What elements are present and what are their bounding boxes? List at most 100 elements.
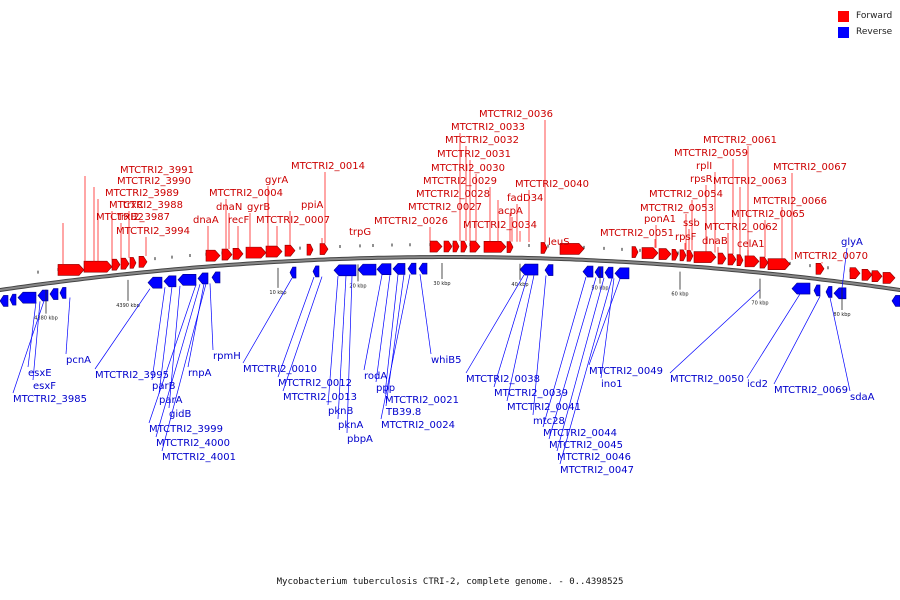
reverse-leader-line	[559, 278, 613, 465]
forward-gene-arrow	[506, 241, 514, 253]
reverse-gene-arrow	[333, 264, 357, 277]
scale-tick-label: 70 kbp	[751, 301, 768, 307]
reverse-leader-line	[385, 274, 405, 407]
reverse-leader-line	[380, 274, 411, 420]
reverse-leader-line	[773, 296, 821, 385]
scale-tick-label: 40 kbp	[511, 282, 528, 288]
reverse-leader-line	[493, 274, 529, 388]
forward-gene-label: rpsF	[675, 232, 697, 243]
forward-gene-label: MTCTRI2_3989	[105, 188, 179, 199]
reverse-leader-line	[363, 274, 383, 371]
scale-tick-label: 50 kbp	[591, 286, 608, 292]
reverse-gene-label: MTCTRI2_0050	[670, 374, 744, 385]
forward-gene-arrow	[57, 264, 85, 276]
reverse-leader-line	[465, 274, 525, 374]
reverse-gene-arrow	[197, 272, 209, 285]
reverse-leader-line	[829, 297, 851, 392]
reverse-leader-line	[669, 289, 761, 374]
reverse-gene-label: pknB	[328, 406, 353, 417]
reverse-gene-label: rodA	[364, 371, 387, 382]
forward-gene-arrow	[540, 242, 548, 254]
forward-gene-label: MTCTRI2_0040	[515, 179, 589, 190]
legend: Forward Reverse	[838, 8, 900, 40]
reverse-gene-label: pcnA	[66, 355, 91, 366]
reverse-gene-arrow	[0, 295, 9, 307]
forward-gene-label: MTCTRI2_3987	[96, 212, 170, 223]
reverse-leader-line	[746, 293, 801, 379]
forward-gene-arrow	[443, 240, 453, 253]
forward-gene-label: MTCTRI2_0004	[209, 188, 283, 199]
reverse-leader-line	[346, 275, 353, 434]
reverse-gene-label: MTCTRI2_0024	[381, 420, 455, 431]
forward-gene-label: MTCTRI2_0061	[703, 135, 777, 146]
forward-gene-label: rplI	[696, 161, 712, 172]
forward-gene-arrow	[120, 257, 130, 270]
forward-gene-label: MTCTRI2_0032	[445, 135, 519, 146]
scale-tick-label: 80 kbp	[833, 312, 850, 318]
reverse-leader-line	[187, 283, 205, 368]
forward-gene-label: dnaB	[702, 236, 728, 247]
scale-tick-label: 20 kbp	[349, 283, 366, 289]
reverse-gene-label: sdaA	[850, 392, 875, 403]
genome-backbone-highlight	[0, 256, 900, 291]
reverse-leader-line	[148, 284, 197, 424]
forward-gene-arrow	[452, 240, 460, 253]
reverse-leader-line	[158, 286, 173, 395]
reverse-gene-label: gidB	[169, 409, 191, 420]
reverse-gene-arrow	[813, 284, 821, 297]
reverse-gene-label: MTCTRI2_0069	[774, 385, 848, 396]
reverse-gene-label: MTCTRI2_0010	[243, 364, 317, 375]
reverse-gene-arrow	[825, 286, 833, 298]
reverse-gene-label: ino1	[601, 379, 623, 390]
forward-gene-arrow	[631, 246, 639, 258]
reverse-leader-line	[548, 277, 597, 440]
forward-gene-arrow	[861, 269, 873, 281]
forward-gene-arrow	[232, 248, 244, 260]
forward-gene-label: trxC	[123, 200, 144, 211]
reverse-leader-line	[419, 274, 432, 355]
forward-gene-label: MTCTRI2_0063	[713, 176, 787, 187]
scale-tick-label: 60 kbp	[671, 292, 688, 298]
forward-gene-arrow	[849, 267, 861, 280]
forward-gene-label: MTCTRI2_0034	[463, 220, 537, 231]
reverse-leader-line	[277, 276, 315, 378]
forward-gene-label: MTCTRI2_3988	[109, 200, 183, 211]
forward-gene-arrow	[727, 253, 737, 266]
reverse-gene-arrow	[407, 262, 417, 275]
reverse-gene-arrow	[289, 266, 297, 279]
forward-gene-arrow	[483, 241, 507, 253]
reverse-gene-label: MTCTRI2_0038	[466, 374, 540, 385]
reverse-gene-label: MTCTRI2_0049	[589, 366, 663, 377]
forward-gene-arrow	[111, 258, 121, 271]
forward-gene-label: MTCTRI2_0059	[674, 148, 748, 159]
forward-gene-arrow	[129, 257, 137, 269]
scale-tick-label: 4380 kbp	[34, 316, 58, 322]
forward-gene-arrow	[284, 244, 296, 257]
reverse-gene-label: MTCTRI2_0041	[507, 402, 581, 413]
reverse-leader-line	[32, 301, 41, 381]
legend-reverse-label: Reverse	[856, 27, 893, 37]
reverse-gene-arrow	[418, 262, 428, 275]
forward-gene-arrow	[671, 248, 679, 261]
reverse-gene-arrow	[163, 275, 177, 288]
reverse-gene-arrow	[519, 263, 539, 276]
forward-gene-label: rpsR	[690, 174, 713, 185]
reverse-gene-label: TB39.8	[385, 407, 421, 418]
reverse-gene-label: MTCTRI2_3999	[149, 424, 223, 435]
forward-gene-label: MTCTRI2_0053	[640, 203, 714, 214]
forward-gene-arrow	[306, 243, 314, 256]
reverse-gene-label: MTCTRI2_0047	[560, 465, 634, 476]
reverse-gene-arrow	[177, 273, 197, 286]
forward-gene-arrow	[882, 272, 896, 284]
reverse-gene-arrow	[211, 271, 221, 284]
forward-gene-label: MTCTRI2_3991	[120, 165, 194, 176]
reverse-gene-arrow	[891, 295, 900, 307]
forward-gene-arrow	[679, 249, 687, 262]
reverse-gene-label: MTCTRI2_4001	[162, 452, 236, 463]
forward-gene-arrow	[469, 240, 481, 253]
forward-gene-label: trxB2	[117, 212, 144, 223]
forward-gene-label: MTCTRI2_0007	[256, 215, 330, 226]
reverse-leader-line	[27, 301, 37, 368]
